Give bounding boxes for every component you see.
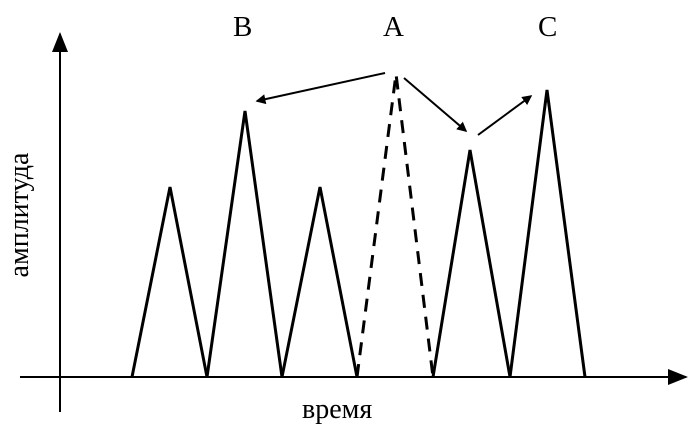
y-axis-label: амплитуда	[4, 152, 35, 278]
peak-a-dashed	[355, 73, 435, 378]
arrow-a-to-peak-5	[403, 77, 468, 132]
peak-label-b: B	[233, 11, 253, 43]
peak-5	[431, 149, 512, 378]
peak-c	[508, 89, 587, 378]
peak-label-c: C	[538, 11, 558, 43]
arrow-peak-5-to-c	[477, 95, 533, 136]
peak-b	[205, 110, 284, 378]
peak-1	[130, 186, 209, 378]
x-axis-label: время	[302, 394, 373, 425]
arrow-a-to-b	[255, 72, 386, 105]
peak-label-a: A	[383, 11, 404, 43]
peak-3	[280, 186, 359, 378]
